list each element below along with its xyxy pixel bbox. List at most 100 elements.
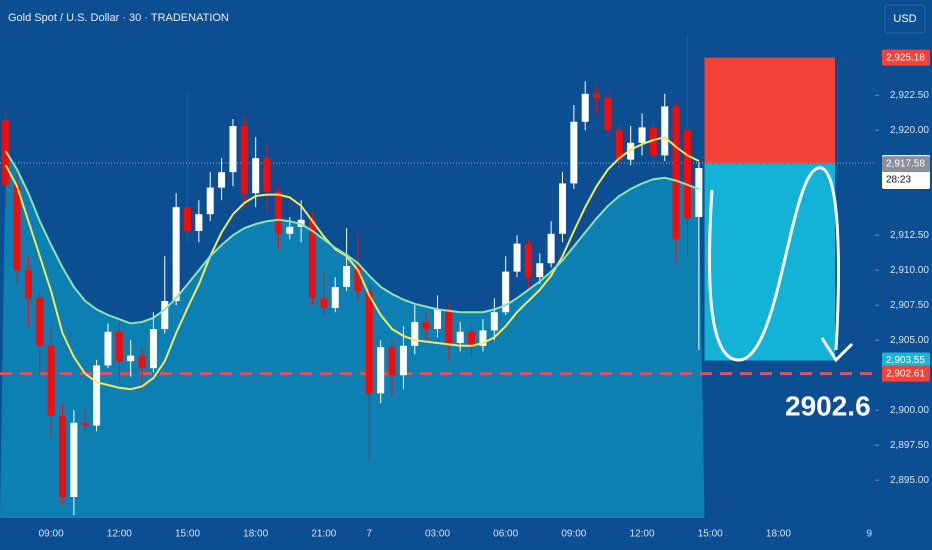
x-tick-label: 9: [867, 529, 873, 540]
target-zone: [704, 164, 835, 361]
candle-body: [354, 266, 362, 292]
x-tick-label: 06:00: [493, 529, 518, 540]
candle-body: [570, 121, 578, 184]
candle-body: [24, 270, 32, 299]
candle-body: [399, 345, 407, 376]
y-tick-label: 2,912.50: [890, 230, 929, 241]
candle-body: [479, 330, 487, 346]
x-tick-label: 15:00: [698, 529, 723, 540]
price-label: 2,903.55: [886, 355, 925, 366]
x-tick-label: 21:00: [311, 529, 336, 540]
price-label-box: [882, 365, 930, 382]
candle-body: [422, 322, 430, 329]
candle-body: [672, 106, 680, 240]
candle-body: [195, 214, 203, 231]
candle-body: [524, 243, 532, 278]
candle-body: [615, 130, 623, 160]
candle-body: [184, 207, 191, 231]
candle-body: [365, 291, 373, 394]
candle-body: [286, 226, 294, 234]
price-label: 2,917.58: [886, 159, 925, 170]
candle-body: [115, 331, 123, 362]
currency[interactable]: USD: [893, 13, 916, 25]
x-tick-label: 03:00: [425, 529, 450, 540]
candle-body: [252, 158, 260, 194]
candle-body: [684, 130, 691, 219]
y-tick-label: 2,922.50: [890, 90, 929, 101]
candle-body: [331, 287, 339, 308]
candle-body: [218, 172, 226, 188]
candle-body: [343, 266, 351, 287]
currency-button[interactable]: [884, 4, 926, 34]
candle-body: [36, 298, 44, 346]
ma-line: [4, 150, 700, 325]
candle-body: [13, 184, 21, 271]
candle-body: [229, 126, 237, 173]
candle-body: [559, 183, 566, 234]
candle-body: [490, 312, 498, 331]
candle-body: [638, 127, 646, 143]
ma-area: [0, 151, 705, 518]
y-tick-label: 2,905.00: [890, 335, 929, 346]
price-label-box: [882, 156, 930, 173]
price-label-box: [882, 352, 930, 369]
candle-body: [695, 168, 703, 217]
candle-body: [627, 142, 635, 160]
y-tick-label: 2,897.50: [890, 440, 929, 451]
y-tick-label: 2,895.00: [890, 475, 929, 486]
price-label: 2,925.18: [886, 52, 925, 63]
countdown: 28:23: [886, 175, 911, 186]
candle-body: [581, 93, 589, 122]
candle-body: [206, 187, 214, 215]
candle-body: [274, 191, 282, 234]
x-tick-label: 12:00: [630, 529, 655, 540]
candle-body: [47, 345, 55, 416]
x-tick-label: 18:00: [243, 529, 268, 540]
candle-body: [468, 331, 476, 346]
price-label: 2,902.61: [886, 368, 925, 379]
candle-body: [320, 298, 328, 308]
y-tick-label: 2,900.00: [890, 405, 929, 416]
ma-line: [4, 136, 700, 391]
y-tick-label: 2,910.00: [890, 265, 929, 276]
candle-body: [377, 347, 385, 394]
y-tick-label: 2,920.00: [890, 125, 929, 136]
arrow-head: [820, 337, 854, 363]
candle-body: [536, 263, 544, 278]
stop-zone: [704, 57, 835, 165]
candle-body: [593, 93, 601, 98]
time-axis: [0, 518, 932, 550]
candle-body: [263, 158, 271, 192]
chart-title: Gold Spot / U.S. Dollar · 30 · TRADENATI…: [8, 12, 229, 24]
y-tick-label: 2,907.50: [890, 300, 929, 311]
target-text: 2902.6: [785, 390, 871, 421]
candle-body: [502, 271, 510, 313]
candle-body: [456, 331, 464, 343]
candle-body: [93, 365, 101, 426]
candle-body: [388, 347, 396, 376]
forecast-arrow: [708, 166, 840, 362]
candle-body: [434, 309, 441, 329]
x-tick-label: 09:00: [561, 529, 586, 540]
x-tick-label: 18:00: [766, 529, 791, 540]
candle-body: [70, 422, 78, 497]
price-label-box: [882, 49, 930, 66]
candle-body: [240, 126, 248, 194]
candle-body: [445, 309, 453, 343]
candle-body: [161, 301, 169, 329]
candle-body: [513, 243, 521, 272]
candle-body: [81, 422, 89, 426]
candle-body: [138, 355, 146, 369]
candle-body: [309, 219, 316, 299]
candle-body: [649, 127, 657, 156]
x-tick-label: 09:00: [39, 529, 64, 540]
candle-body: [604, 98, 612, 131]
candle-body: [547, 233, 555, 264]
candle-body: [104, 331, 112, 366]
candle-body: [149, 329, 157, 369]
price-axis: [875, 0, 932, 518]
x-tick-label: 15:00: [175, 529, 200, 540]
x-tick-label: 7: [367, 529, 373, 540]
